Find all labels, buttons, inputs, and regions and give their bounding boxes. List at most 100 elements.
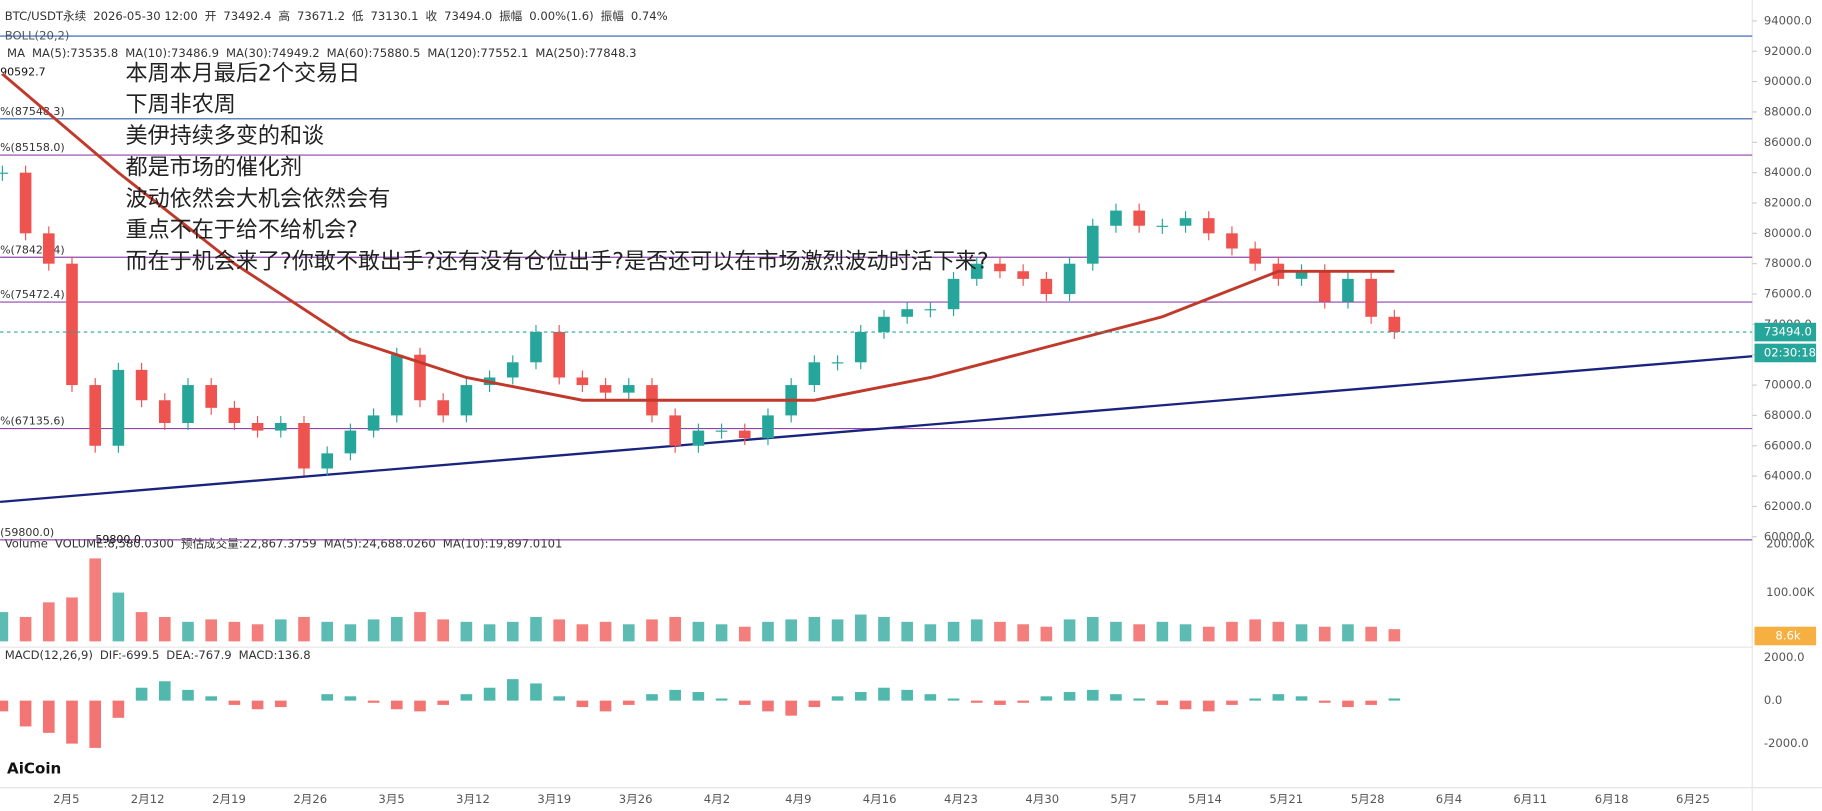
volume-bar (112, 592, 125, 642)
volume-bar (367, 619, 380, 642)
volume-bar (321, 621, 333, 642)
volume-bar (901, 621, 913, 642)
volume-bar (298, 616, 310, 642)
macd-bar (1365, 700, 1377, 705)
macd-bar (785, 700, 797, 716)
macd-bar (205, 696, 218, 701)
candle (228, 407, 241, 423)
macd-bar (924, 694, 937, 701)
annotation: 本周本月最后2个交易日 (126, 61, 361, 86)
ma-label: MA(120):77552.1 (427, 46, 528, 60)
macd-bar (808, 700, 821, 708)
y-tick-label: 76000.0 (1764, 287, 1812, 301)
macd-bar (1202, 700, 1215, 712)
candle (344, 430, 357, 454)
candle (19, 172, 32, 234)
header-field: BTC/USDT永续 (5, 9, 87, 23)
volume-bar (274, 619, 287, 642)
macd-bar (66, 700, 78, 744)
header-field: 0.74% (631, 9, 668, 23)
header-field: 振幅 (499, 9, 523, 23)
candle (970, 263, 983, 279)
volume-bar (924, 624, 937, 642)
macd-bar (135, 687, 148, 701)
candle (1342, 278, 1354, 302)
header-field: 开 (205, 9, 217, 23)
candle (158, 400, 171, 423)
candle (576, 377, 589, 386)
macd-bar (274, 700, 287, 708)
macd-bar (344, 696, 357, 701)
level-label: (59800.0) (0, 526, 54, 539)
y-tick-label: 82000.0 (1764, 195, 1812, 209)
y-tick-label: 78000.0 (1764, 256, 1812, 270)
volume-bar (553, 619, 565, 642)
macd-bar (762, 700, 774, 712)
volume-bar (1156, 621, 1169, 642)
volume-bar (1226, 621, 1238, 642)
volume-bar (831, 619, 844, 642)
volume-bar (1342, 624, 1354, 642)
candle (622, 385, 635, 393)
ma-label: MA(60):75880.5 (327, 46, 421, 60)
macd-bar (947, 698, 960, 701)
candle (599, 385, 612, 393)
candle (437, 400, 449, 416)
volume-bar (437, 619, 449, 642)
candle (298, 422, 310, 469)
volume-bar (854, 614, 867, 642)
macd-bar (553, 696, 565, 701)
trend-line (0, 355, 1753, 504)
volume-bar (19, 616, 32, 642)
candle (831, 362, 844, 364)
candle (390, 354, 403, 416)
candle (553, 331, 565, 378)
volume-bar (460, 621, 473, 642)
macd-bar (1179, 700, 1192, 710)
header-field: 高 (278, 9, 290, 23)
volume-bar (414, 612, 426, 642)
volume-tick-label: 200.00K (1766, 536, 1815, 550)
macd-bar (414, 700, 426, 712)
macd-tick-label: 0.0 (1764, 693, 1782, 707)
macd-bar (1133, 698, 1145, 701)
candle (112, 369, 125, 446)
macd-bar (506, 679, 519, 701)
macd-bar (182, 689, 194, 701)
annotation: 下周非农周 (126, 93, 236, 118)
volume-bar (1202, 626, 1215, 642)
macd-bar (1249, 698, 1261, 701)
header-field: 0.00%(1.6) (529, 9, 593, 23)
x-tick-label: 4月9 (785, 792, 811, 806)
candle (1017, 271, 1029, 279)
macd-bar (994, 700, 1006, 705)
candle (901, 309, 913, 317)
macd-bar (251, 700, 264, 710)
low-label: 59800.0 (95, 533, 141, 546)
level-label: %(75472.4) (0, 288, 65, 301)
volume-bar (692, 621, 705, 642)
candle (1156, 225, 1169, 227)
annotation: 而在于机会来了?你敢不敢出手?还有没有仓位出手?是否还可以在市场激烈波动时活下来… (126, 250, 989, 275)
macd-bar (1342, 700, 1354, 708)
volume-bar (1086, 616, 1099, 642)
macd-bar (831, 696, 844, 701)
macd-label: DEA:-767.9 (166, 648, 231, 662)
annotation: 波动依然会大机会依然会有 (126, 187, 391, 212)
x-tick-label: 5月7 (1110, 792, 1136, 806)
macd-bar (19, 700, 32, 727)
x-tick-label: 6月4 (1436, 792, 1462, 806)
x-tick-label: 5月21 (1269, 792, 1303, 806)
volume-bar (994, 621, 1006, 642)
macd-label: MACD(12,26,9) (5, 648, 93, 662)
volume-bar (390, 616, 403, 642)
candle (367, 415, 380, 431)
volume-bar (1388, 629, 1401, 642)
y-tick-label: 92000.0 (1764, 44, 1812, 58)
header-field: 振幅 (601, 9, 625, 23)
ma-label: MA(5):73535.8 (32, 46, 118, 60)
candle (1388, 316, 1401, 333)
volume-label: 预估成交量:22,867.3759 (181, 536, 317, 550)
volume-bar (762, 621, 774, 642)
candle (924, 309, 937, 311)
